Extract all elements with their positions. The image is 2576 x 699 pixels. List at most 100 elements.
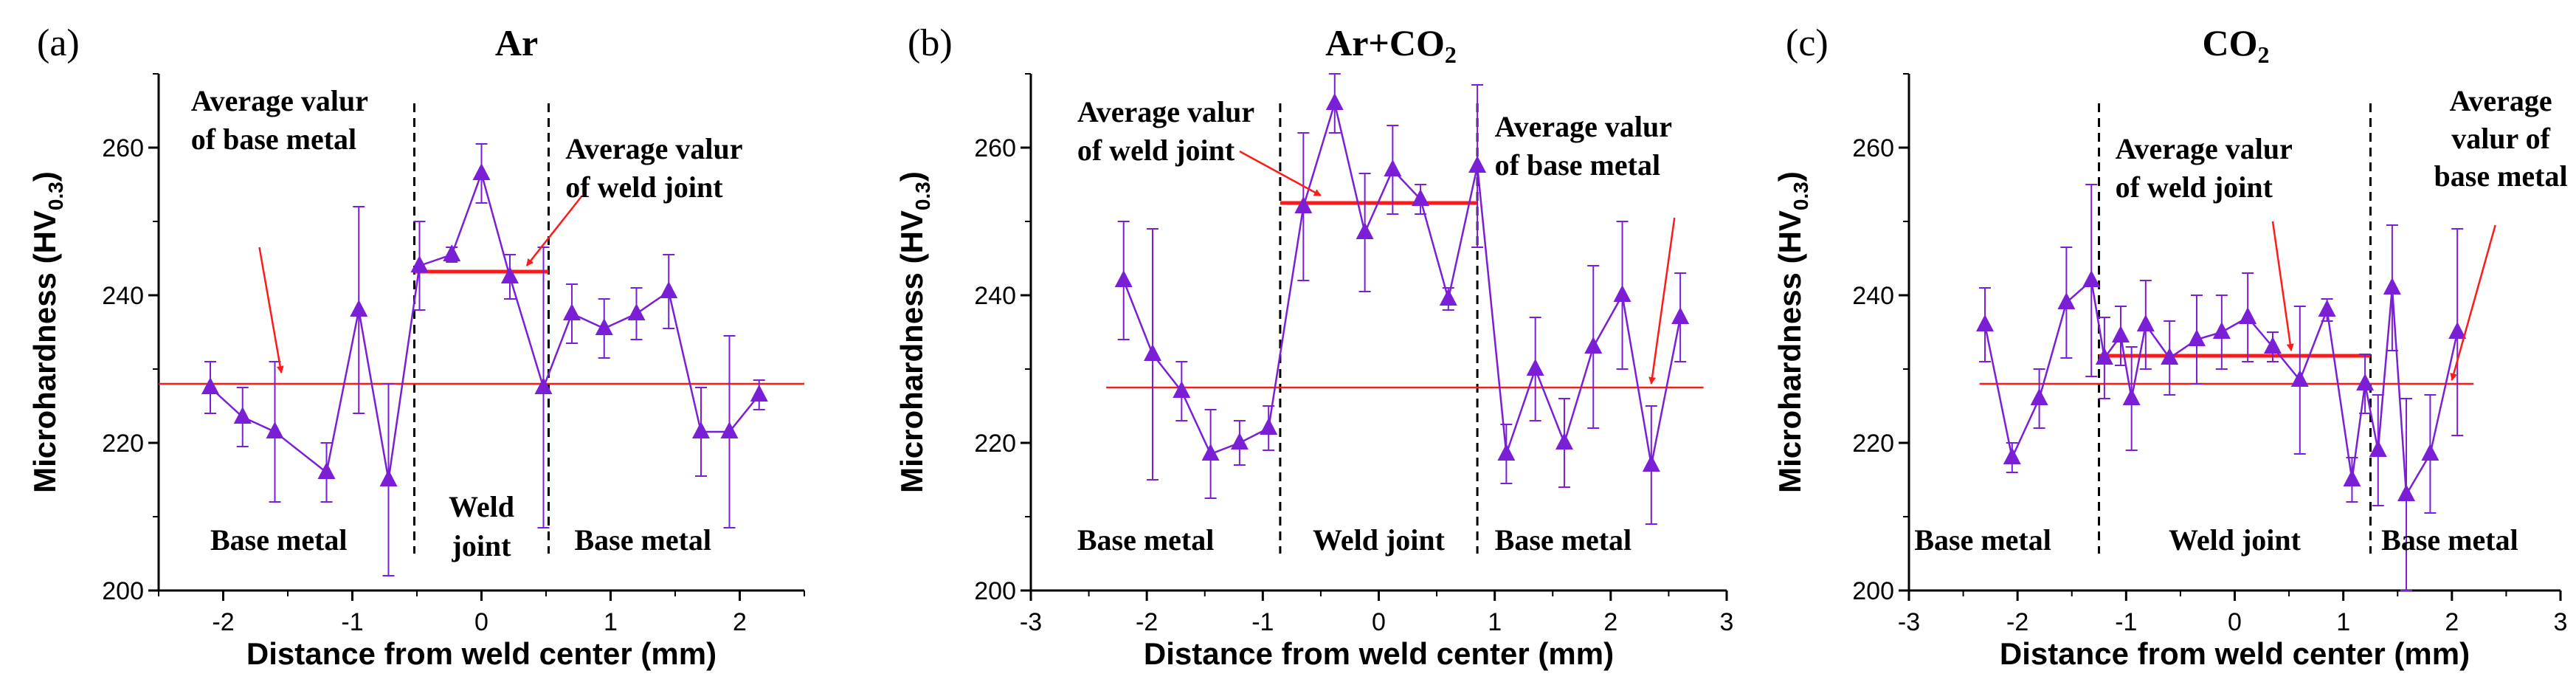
data-point-marker [627, 303, 646, 320]
y-tick-label: 240 [102, 282, 144, 310]
data-point-marker [2397, 484, 2416, 501]
annotation-line: Base metal [210, 523, 348, 557]
data-point-marker [2030, 388, 2048, 405]
data-point-marker [2161, 348, 2179, 365]
annotation-line: Average valur [565, 132, 742, 165]
annotation-text: Base metal [1914, 523, 2051, 557]
data-point-marker [2318, 300, 2336, 317]
data-point-marker [201, 377, 219, 394]
annotation-text: Average valur of weld joint [2116, 132, 2293, 204]
data-point-marker [1671, 307, 1690, 324]
x-tick-label: -1 [1251, 608, 1274, 636]
annotation-line: of weld joint [565, 171, 723, 204]
annotation-text: Weld joint [449, 490, 514, 562]
chart-title: CO2 [2203, 22, 2270, 68]
annotation-line: Base metal [1495, 523, 1632, 557]
annotation-arrow [525, 195, 583, 266]
annotation-line: Base metal [2381, 523, 2518, 557]
data-point-marker [2356, 373, 2375, 390]
y-axis-label: Microhardness (HV0.3) [27, 171, 67, 493]
x-tick-label: 1 [1488, 608, 1502, 636]
data-point-marker [1642, 455, 1660, 472]
annotation-text: Weld joint [1313, 523, 1446, 557]
annotation-arrow [258, 247, 284, 373]
data-point-marker [2421, 444, 2439, 461]
data-point-marker [350, 300, 368, 317]
data-point-marker [720, 421, 739, 438]
y-axis-label-subscript: 0.3 [1789, 182, 1812, 210]
data-point-marker [2095, 348, 2113, 365]
data-point-marker [2003, 447, 2021, 464]
y-axis-label-main: Microhardness (HV [1772, 210, 1807, 493]
annotation-arrow [1648, 217, 1676, 385]
annotation-text: Base metal [575, 523, 712, 557]
y-tick-label: 240 [974, 282, 1016, 310]
annotation-line: Average valur [1077, 95, 1254, 128]
x-tick-label: -3 [1898, 608, 1920, 636]
annotation-text: Base metal [1495, 523, 1632, 557]
x-tick-label: 0 [474, 608, 488, 636]
data-point-marker [563, 303, 581, 320]
data-point-marker [1325, 93, 1344, 110]
data-point-marker [1976, 314, 1995, 331]
data-point-marker [1144, 344, 1162, 361]
y-axis-label-main: Microhardness (HV [27, 210, 62, 493]
chart-title: Ar+CO2 [1325, 22, 1457, 68]
annotation-arrow [2450, 224, 2496, 381]
x-tick-label: -3 [1020, 608, 1042, 636]
chart-title-part: Ar [495, 22, 538, 63]
annotation-line: base metal [2434, 159, 2568, 193]
chart-title: Ar [495, 22, 538, 63]
annotation-line: Base metal [1914, 523, 2051, 557]
annotation-line: of weld joint [1077, 134, 1235, 167]
x-tick-label: -2 [1136, 608, 1158, 636]
annotation-line: Base metal [575, 523, 712, 557]
x-tick-label: -1 [341, 608, 363, 636]
data-point-marker [692, 421, 710, 438]
annotation-line: Average valur [1495, 110, 1672, 143]
x-tick-label: 1 [2336, 608, 2350, 636]
y-tick-label: 260 [1852, 134, 1894, 162]
annotation-text: Average valur of base metal [1495, 110, 1672, 182]
chart-panel-1: (a) Ar -2 -1 0 1 2 200 220 240 260 Distance from we… [27, 22, 805, 671]
x-tick-label: 2 [2445, 608, 2459, 636]
data-point-marker [2136, 314, 2155, 331]
panel-label: (a) [37, 22, 80, 64]
y-tick-label: 260 [102, 134, 144, 162]
chart-title-part: Ar+CO [1325, 22, 1445, 63]
data-point-marker [2369, 440, 2387, 457]
chart-panel-2: (b) Ar+CO2-3 -2 -1 0 1 2 3200220240260Distance … [894, 22, 1733, 671]
annotation-line: of weld joint [2116, 171, 2273, 204]
annotation-line: Weld joint [2169, 523, 2302, 557]
series-line [210, 170, 760, 481]
x-tick-label: 1 [604, 608, 618, 636]
y-tick-label: 220 [974, 430, 1016, 458]
y-axis-label: Microhardness (HV0.3) [1772, 171, 1812, 493]
x-tick-label: -2 [2006, 608, 2028, 636]
chart-title-part: 2 [1445, 41, 1457, 68]
x-axis-label: Distance from weld center (mm) [1144, 636, 1614, 671]
annotation-arrow [1239, 150, 1322, 197]
annotation-text: Base metal [210, 523, 348, 557]
data-point-marker [317, 462, 336, 479]
data-point-marker [1356, 222, 1374, 239]
data-point-marker [595, 318, 613, 335]
annotation-line: valur of [2451, 122, 2550, 155]
annotation-line: Weld [449, 490, 514, 523]
y-axis-label-close: ) [894, 171, 929, 182]
y-tick-label: 220 [1852, 430, 1894, 458]
data-point-marker [1468, 156, 1487, 173]
data-point-marker [750, 385, 768, 402]
data-point-marker [1555, 433, 1573, 450]
x-tick-label: 2 [1603, 608, 1617, 636]
panel-label: (b) [908, 22, 953, 64]
data-point-marker [1497, 444, 1516, 461]
annotation-text: Base metal [1077, 523, 1215, 557]
data-point-marker [1114, 270, 1133, 287]
x-tick-label: -1 [2115, 608, 2137, 636]
y-tick-label: 220 [102, 430, 144, 458]
y-tick-label: 240 [1852, 282, 1894, 310]
x-tick-label: 0 [2228, 608, 2242, 636]
y-tick-label: 200 [1852, 577, 1894, 605]
